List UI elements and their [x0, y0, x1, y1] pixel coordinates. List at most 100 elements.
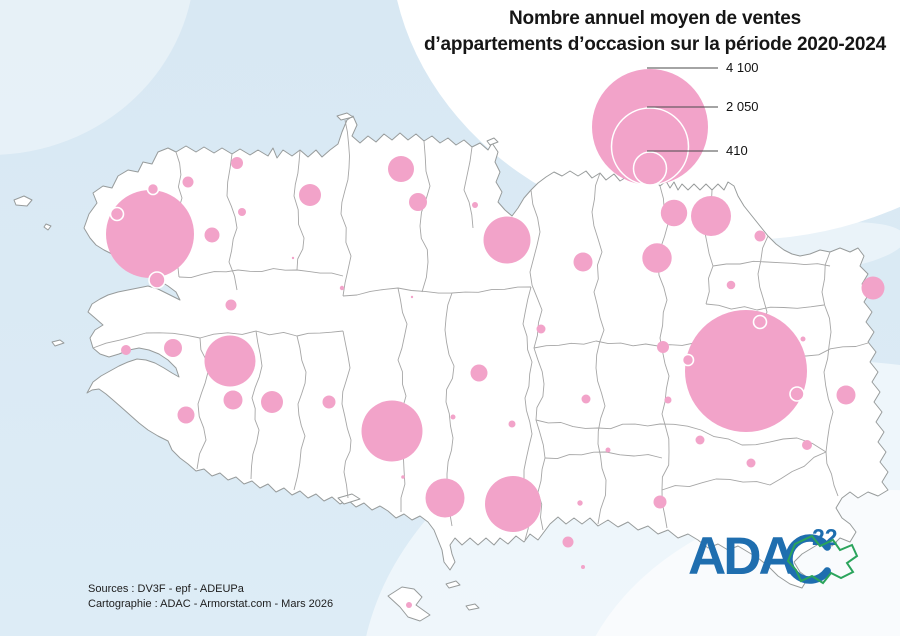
map-title-line2: d’appartements d’occasion sur la période…	[423, 34, 887, 55]
sales-circle	[685, 310, 807, 432]
island-sein	[51, 339, 65, 347]
epci-boundary	[226, 153, 238, 291]
sales-circle	[425, 478, 465, 518]
epci-boundary	[661, 451, 827, 491]
map-title: Nombre annuel moyen de ventes d’appartem…	[385, 6, 900, 58]
sales-circle	[339, 285, 345, 291]
sales-circle	[182, 176, 194, 188]
island-batz	[336, 112, 354, 121]
sales-circle	[581, 565, 585, 569]
epci-boundary	[591, 172, 607, 525]
sales-circle	[231, 157, 243, 169]
epci-boundary	[342, 286, 532, 297]
footer-credits: Sources : DV3F - epf - ADEUPa Cartograph…	[88, 582, 333, 612]
sales-circle	[388, 156, 414, 182]
logo-dept22-outline-icon	[786, 534, 859, 585]
sales-circle	[470, 364, 488, 382]
sales-circle	[291, 256, 295, 260]
sales-circle	[726, 280, 736, 290]
sales-circle	[508, 420, 516, 428]
map-title-line1: Nombre annuel moyen de ventes	[509, 8, 801, 29]
adac-logo: ADA 22	[688, 526, 878, 604]
sales-circle	[410, 295, 414, 299]
epci-boundary	[250, 330, 263, 480]
sales-circle	[472, 202, 478, 208]
sales-circle	[409, 193, 427, 211]
legend-circles-layer	[592, 67, 718, 186]
epci-boundary	[657, 185, 670, 529]
legend-label-4100: 4 100	[726, 60, 759, 75]
sales-circle	[605, 447, 611, 453]
sales-circle	[800, 336, 806, 342]
sales-circle-ringed	[681, 353, 695, 367]
sales-circle-ringed	[146, 182, 160, 196]
sales-circle-ringed	[109, 206, 125, 222]
epci-boundary	[533, 340, 707, 349]
epci-boundary	[92, 330, 344, 349]
sales-circle	[695, 435, 705, 445]
sales-circle	[204, 227, 220, 243]
epci-boundary	[821, 251, 839, 497]
sales-circle	[562, 536, 574, 548]
epci-boundary	[535, 419, 702, 431]
sales-circle	[261, 391, 283, 413]
sales-circle	[361, 400, 423, 462]
epci-boundary	[397, 287, 408, 512]
epci-boundary	[705, 303, 825, 311]
sales-circle	[238, 208, 246, 216]
sales-circle	[836, 385, 856, 405]
epci-boundary	[712, 260, 831, 267]
cartography-line: Cartographie : ADAC - Armorstat.com - Ma…	[88, 598, 334, 610]
sales-circle	[450, 414, 456, 420]
sales-circle	[483, 216, 531, 264]
sales-circle	[223, 390, 243, 410]
island-houat	[445, 580, 461, 589]
epci-boundary	[340, 119, 352, 297]
sales-circle	[746, 458, 756, 468]
island-brehat	[486, 137, 499, 146]
epci-boundary	[544, 451, 663, 460]
sales-circle	[754, 230, 766, 242]
epci-boundary	[293, 335, 307, 491]
sales-circle	[573, 252, 593, 272]
sales-circle	[322, 395, 336, 409]
sales-circle	[299, 184, 321, 206]
sales-circle	[660, 199, 688, 227]
sales-circle	[106, 190, 194, 278]
sales-circle	[802, 440, 812, 450]
sales-circle	[642, 243, 672, 273]
sales-circle	[401, 475, 405, 479]
sales-circle	[691, 196, 731, 236]
sales-circle	[664, 396, 672, 404]
sales-circle	[485, 476, 541, 532]
epci-boundary	[529, 189, 546, 531]
sales-circle	[121, 345, 131, 355]
sales-circle	[577, 500, 583, 506]
epci-boundary	[178, 268, 344, 279]
sales-circle	[164, 339, 182, 357]
sales-circle	[406, 602, 412, 608]
brittany-landmass	[83, 115, 889, 589]
sales-circle	[653, 495, 667, 509]
epci-boundary	[293, 149, 305, 271]
legend-circle	[632, 151, 668, 186]
sales-circle-ringed	[148, 271, 166, 289]
epci-boundary	[341, 330, 352, 499]
sales-circle-ringed	[789, 386, 805, 402]
adac-logo-text: ADA	[688, 527, 797, 586]
legend-label-2050: 2 050	[726, 99, 759, 114]
sales-circle	[657, 341, 669, 353]
sales-circles-layer	[106, 156, 885, 608]
sales-circle	[225, 299, 237, 311]
sales-circle	[204, 335, 256, 387]
sources-line: Sources : DV3F - epf - ADEUPa	[88, 583, 244, 595]
legend-label-410: 410	[726, 143, 748, 158]
sales-circle	[536, 324, 546, 334]
sales-circle	[861, 276, 885, 300]
adac-logo-graphics	[785, 534, 859, 585]
island-ouessant	[13, 195, 33, 207]
island-molene	[43, 223, 52, 231]
sales-circle	[177, 406, 195, 424]
